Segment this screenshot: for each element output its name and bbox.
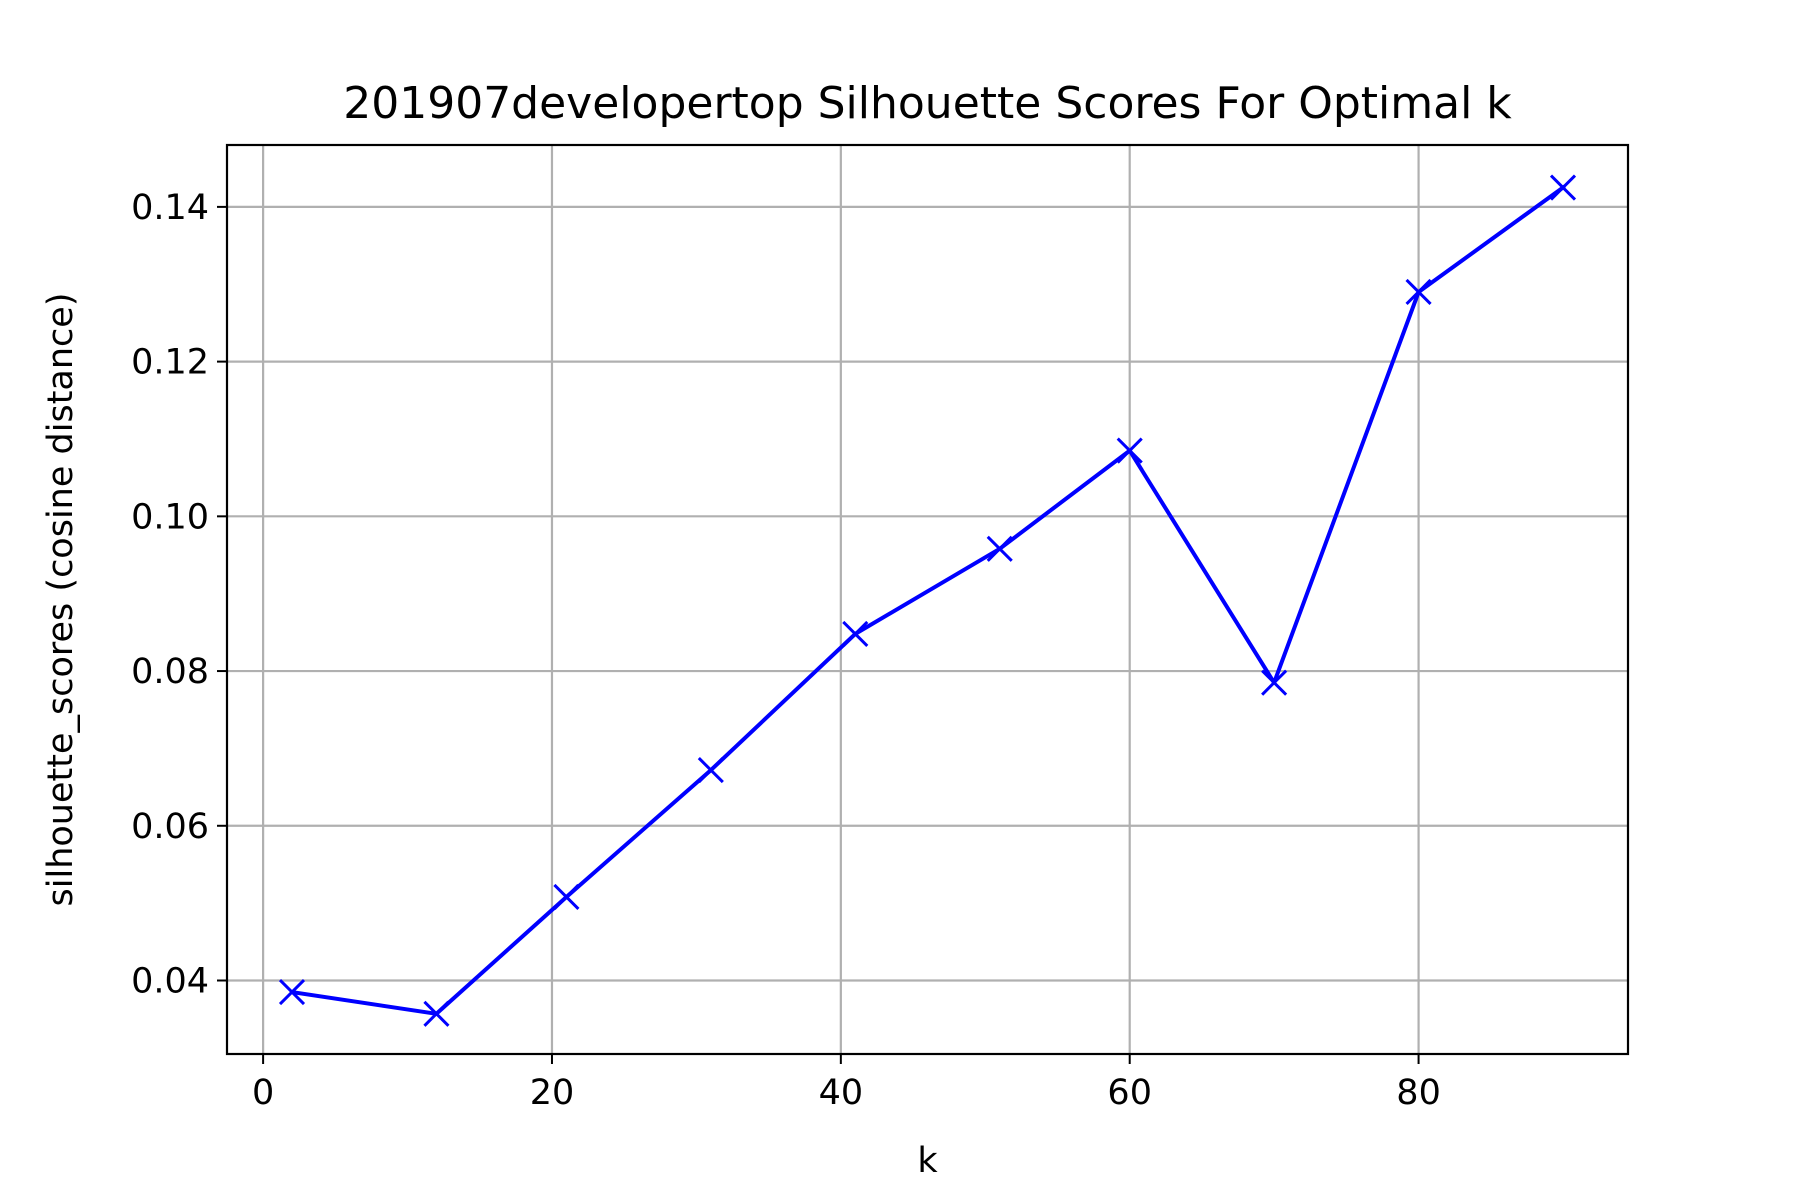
x-tick-label: 80 [1396, 1073, 1441, 1113]
data-point-marker [553, 883, 580, 911]
marker-stroke [842, 620, 869, 647]
marker-stroke [697, 757, 724, 784]
y-tick-label: 0.14 [131, 188, 209, 228]
marker-stroke [1405, 278, 1432, 306]
data-point-marker [842, 620, 869, 647]
marker-stroke [1261, 669, 1288, 696]
marker-stroke [553, 883, 580, 911]
marker-stroke [1549, 174, 1577, 201]
marker-stroke [278, 979, 306, 1006]
marker-stroke [986, 535, 1013, 562]
data-point-marker [986, 535, 1013, 562]
data-point-marker [423, 1000, 450, 1027]
x-tick-label: 20 [530, 1073, 575, 1113]
x-tick-label: 0 [252, 1073, 274, 1113]
y-tick-label: 0.06 [131, 807, 209, 847]
y-tick-label: 0.12 [131, 343, 209, 383]
y-axis-label: silhouette_scores (cosine distance) [41, 293, 81, 907]
y-tick-label: 0.08 [131, 652, 209, 692]
data-point-marker [1405, 278, 1432, 306]
grid [227, 145, 1628, 1054]
data-point-marker [1261, 669, 1288, 696]
data-point-marker [1116, 437, 1143, 464]
y-tick-label: 0.04 [131, 962, 209, 1002]
x-tick-label: 40 [819, 1073, 864, 1113]
data-point-marker [278, 979, 306, 1006]
axis-ticks: 0 20 40 60 80 0.04 0.06 0.08 0.10 0.12 0.14 [131, 188, 1441, 1113]
data-point-marker [697, 757, 724, 784]
chart-title: 201907developertop Silhouette Scores For… [343, 78, 1512, 129]
x-axis-label: k [917, 1141, 938, 1181]
marker-stroke [1116, 437, 1143, 464]
plot-frame [225, 143, 1630, 1056]
data-point-marker [1549, 174, 1577, 201]
marker-stroke [423, 1000, 450, 1027]
series-line [289, 184, 1566, 1016]
x-tick-label: 60 [1107, 1073, 1152, 1113]
y-tick-label: 0.10 [131, 497, 209, 537]
series [278, 174, 1577, 1027]
